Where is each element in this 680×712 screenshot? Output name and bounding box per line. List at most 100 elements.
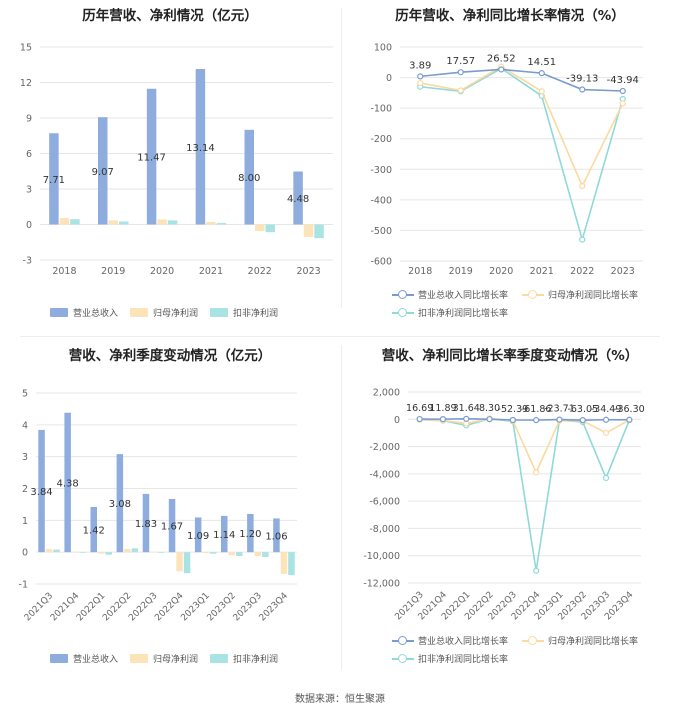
bar-deducted-profit [53, 549, 60, 553]
revenue-yoy-point [579, 417, 586, 424]
legend-revenue[interactable]: 营业总收入 [50, 652, 118, 665]
bar-net-profit [98, 552, 105, 554]
data-label: 8.30 [479, 403, 500, 414]
bar-net-profit [206, 221, 216, 225]
x-tick-label: 2018 [408, 266, 432, 277]
y-tick-label: 9 [26, 114, 32, 125]
data-label: 1.06 [265, 531, 287, 542]
legend-net-profit[interactable]: 归母净利润 [130, 306, 198, 319]
data-label: 1.67 [161, 522, 183, 533]
quarterly-growth-panel: 营收、净利同比增长率季度变动情况（%） -12,000 -10,000 -8,000… [340, 340, 680, 680]
net-profit-yoy-point [533, 469, 540, 476]
y-tick-label: 2 [22, 484, 28, 495]
bar-net-profit [176, 552, 183, 572]
y-tick-label: -12,000 [363, 579, 400, 590]
legend-deducted-profit-yoy[interactable]: 扣非净利润同比增长率 [392, 306, 508, 319]
bar-revenue [273, 518, 280, 553]
legend-label: 扣非净利润同比增长率 [418, 309, 509, 319]
x-tick-label: 2019 [449, 266, 473, 277]
legend-revenue-yoy[interactable]: 营业总收入同比增长率 [392, 634, 508, 647]
legend-net-profit[interactable]: 归母净利润 [130, 652, 198, 665]
data-label: -52.39 [498, 404, 529, 415]
data-label: 14.51 [527, 57, 556, 68]
y-tick-label: 0 [394, 415, 400, 426]
net-profit-yoy-point [602, 429, 610, 437]
revenue-yoy-point [439, 416, 447, 423]
revenue-yoy-point [509, 416, 516, 424]
chart-title: 历年营收、净利情况（亿元） [82, 8, 258, 24]
y-tick-label: -10,000 [363, 551, 400, 562]
bar-net-profit [124, 548, 131, 553]
revenue-yoy-point [533, 417, 540, 424]
annual-growth-chart: -600 -500 -400 -300 -200 -100 0 100 2018 2019 2020… [370, 43, 643, 277]
x-tick-label: 2019 [101, 266, 125, 277]
legend-label: 归母净利润 [153, 655, 199, 665]
y-tick-label: -8,000 [369, 524, 400, 535]
x-tick-label: 2021 [530, 266, 554, 277]
data-label: 31.64 [453, 403, 480, 414]
bar-deducted-profit [236, 552, 243, 556]
legend-net-profit-yoy[interactable]: 归母净利润同比增长率 [522, 288, 638, 301]
data-label: 26.52 [487, 53, 516, 64]
annual-amounts-chart: -3 0 3 6 9 12 15 7.71 2018 9.07 2019 11.47 2020 13.14… [20, 43, 333, 277]
x-tick-label: 2020 [150, 266, 174, 277]
divider [20, 336, 660, 337]
y-tick-label: 4 [22, 420, 28, 431]
bar-revenue [146, 88, 157, 225]
quarterly-growth-chart: -12,000 -10,000 -8,000 -6,000 -4,000 -2,000 0 2… [363, 388, 644, 623]
revenue-yoy-point [556, 416, 563, 423]
bar-deducted-profit [70, 219, 80, 225]
net-profit-yoy-point [417, 79, 424, 87]
data-label: 11.89 [429, 403, 456, 414]
y-tick-label: 0 [22, 548, 28, 559]
legend-swatch [392, 653, 414, 664]
y-tick-label: 3 [26, 185, 32, 196]
y-tick-label: 0 [26, 220, 32, 231]
bar-revenue [195, 69, 206, 225]
bar-revenue [168, 499, 176, 553]
data-label: -34.49 [591, 404, 622, 415]
data-label: 1.83 [135, 519, 157, 530]
legend-label: 营业总收入同比增长率 [418, 637, 509, 647]
x-tick-label: 2022 [248, 266, 272, 277]
data-source: 数据来源：恒生聚源 [295, 694, 385, 705]
data-label: -63.05 [567, 404, 598, 415]
y-tick-label: -3 [23, 256, 32, 267]
legend-net-profit-yoy[interactable]: 归母净利润同比增长率 [522, 634, 638, 647]
revenue-yoy-point [486, 416, 493, 423]
legend-deducted-profit-yoy[interactable]: 扣非净利润同比增长率 [392, 652, 508, 665]
legend-deducted-profit[interactable]: 扣非净利润 [210, 652, 278, 665]
legend-label: 归母净利润同比增长率 [548, 291, 639, 301]
revenue-yoy-point [417, 73, 424, 80]
x-tick-label: 2020 [489, 266, 513, 277]
data-label: 3.08 [109, 499, 131, 510]
legend-label: 归母净利润同比增长率 [548, 637, 639, 647]
revenue-yoy-point [416, 415, 423, 423]
divider [341, 8, 342, 308]
legend-swatch [392, 289, 414, 300]
bar-net-profit [255, 224, 265, 232]
data-label: 17.57 [446, 56, 475, 67]
bar-net-profit [303, 224, 314, 237]
legend-deducted-profit[interactable]: 扣非净利润 [210, 306, 278, 319]
bar-net-profit [280, 552, 288, 574]
net-profit-yoy-point [619, 100, 626, 107]
data-label: -43.94 [607, 75, 639, 86]
y-tick-label: -300 [370, 165, 392, 176]
legend-swatch [210, 654, 228, 663]
data-label: 3.84 [30, 487, 52, 498]
revenue-yoy-point [579, 86, 586, 93]
bar-net-profit [59, 217, 70, 225]
legend-revenue[interactable]: 营业总收入 [50, 306, 118, 319]
legend-revenue-yoy[interactable]: 营业总收入同比增长率 [392, 288, 508, 301]
data-label: 4.38 [57, 478, 79, 489]
legend-swatch [50, 654, 68, 663]
bar-deducted-profit [183, 552, 191, 574]
bar-net-profit [108, 220, 118, 225]
bar-net-profit [150, 551, 157, 553]
y-tick-label: -500 [370, 226, 392, 237]
y-tick-label: 3 [22, 452, 28, 463]
legend-swatch [522, 289, 544, 300]
revenue-yoy-point [619, 87, 626, 95]
bar-revenue [194, 517, 202, 553]
